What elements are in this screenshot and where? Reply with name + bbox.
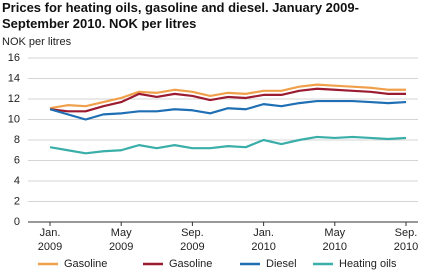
x-tick-label: Sep. 2010: [393, 227, 419, 253]
x-tick-label: May 2010: [322, 227, 348, 253]
y-tick-label: 8: [14, 134, 20, 146]
chart-title: Prices for heating oils, gasoline and di…: [2, 0, 359, 31]
x-tick-label: Jan. 2009: [37, 227, 63, 253]
legend-label: Gasoline: [64, 258, 107, 270]
y-tick-label: 4: [14, 175, 20, 187]
y-tick-label: 14: [8, 72, 20, 84]
y-tick-label: 16: [8, 52, 20, 64]
series-line: [49, 83, 406, 110]
y-tick-label: 2: [14, 195, 20, 207]
legend-label: Diesel: [266, 258, 297, 270]
x-tick-label: May 2009: [108, 227, 134, 253]
y-tick-label: 12: [8, 93, 20, 105]
y-axis-label: NOK per litres: [2, 36, 72, 48]
y-tick-label: 6: [14, 154, 20, 166]
x-tick-label: Jan. 2010: [251, 227, 276, 253]
legend-label: Heating oils: [339, 258, 397, 270]
x-tick-label: Sep. 2009: [180, 227, 205, 253]
series-line: [49, 99, 407, 121]
y-tick-label: 0: [14, 216, 20, 228]
legend-label: Gasoline: [169, 258, 212, 270]
series-line: [49, 87, 406, 113]
y-tick-label: 10: [8, 113, 20, 125]
series-line: [49, 135, 407, 155]
